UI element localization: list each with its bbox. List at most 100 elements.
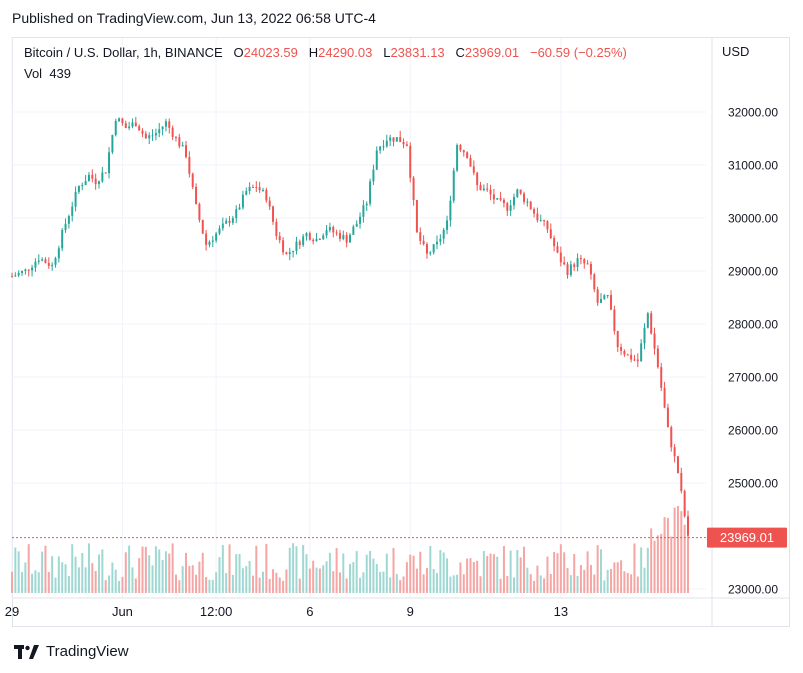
candle-body bbox=[98, 181, 101, 185]
volume-bar bbox=[519, 557, 522, 593]
volume-bar bbox=[593, 574, 596, 593]
candle-body bbox=[124, 123, 127, 129]
volume-bar bbox=[171, 543, 174, 593]
volume-bar bbox=[442, 552, 445, 593]
x-tick-label: 29 bbox=[5, 604, 19, 619]
volume-bar bbox=[556, 553, 559, 593]
candle-body bbox=[278, 236, 281, 241]
high-label: H bbox=[308, 45, 319, 60]
volume-bar bbox=[553, 551, 556, 593]
volume-bar bbox=[77, 567, 80, 593]
y-tick-label: 30000.00 bbox=[728, 212, 778, 226]
candle-body bbox=[646, 313, 649, 328]
candle-body bbox=[556, 246, 559, 253]
candle-body bbox=[512, 197, 515, 206]
volume-bar bbox=[285, 569, 288, 593]
candle-body bbox=[251, 186, 254, 188]
candle-body bbox=[131, 122, 134, 127]
volume-bar bbox=[656, 535, 659, 593]
volume-bar bbox=[422, 574, 425, 593]
symbol-name[interactable]: Bitcoin / U.S. Dollar, 1h, BINANCE bbox=[24, 45, 223, 60]
candle-body bbox=[610, 295, 613, 310]
volume-bar bbox=[44, 545, 47, 593]
volume-bar bbox=[338, 572, 341, 593]
volume-bar bbox=[205, 577, 208, 593]
candle-body bbox=[134, 122, 137, 127]
volume-bar bbox=[225, 573, 228, 593]
candle-body bbox=[422, 240, 425, 245]
candle-body bbox=[499, 198, 502, 200]
last-price-tag bbox=[707, 527, 787, 548]
candle-body bbox=[121, 118, 124, 124]
volume-bar bbox=[258, 577, 261, 593]
volume-bar bbox=[141, 546, 144, 593]
volume-bar bbox=[563, 552, 566, 593]
candle-body bbox=[191, 173, 194, 187]
candle-body bbox=[272, 206, 275, 222]
candle-body bbox=[636, 359, 639, 362]
volume-bar bbox=[218, 557, 221, 593]
candle-body bbox=[419, 232, 422, 241]
y-tick-label: 26000.00 bbox=[728, 424, 778, 438]
volume-bar bbox=[332, 571, 335, 593]
volume-bar bbox=[111, 562, 114, 593]
currency-label: USD bbox=[722, 44, 749, 59]
volume-bar bbox=[472, 561, 475, 593]
candle-body bbox=[318, 238, 321, 240]
candle-body bbox=[355, 223, 358, 227]
candle-body bbox=[529, 201, 532, 210]
candle-body bbox=[623, 350, 626, 355]
footer-brand[interactable]: TradingView bbox=[14, 643, 129, 660]
volume-bar bbox=[439, 550, 442, 593]
volume-bar bbox=[295, 546, 298, 593]
candle-body bbox=[583, 259, 586, 264]
y-tick-label: 27000.00 bbox=[728, 371, 778, 385]
volume-bar bbox=[318, 568, 321, 593]
candle-body bbox=[683, 490, 686, 517]
candle-body bbox=[586, 263, 589, 265]
volume-bar bbox=[34, 570, 37, 593]
candle-body bbox=[476, 172, 479, 186]
candle-body bbox=[372, 169, 375, 182]
candle-body bbox=[81, 185, 84, 187]
volume-bar bbox=[278, 577, 281, 593]
volume-bar bbox=[158, 549, 161, 593]
candle-body bbox=[606, 295, 609, 297]
candle-body bbox=[369, 181, 372, 204]
candle-body bbox=[620, 347, 623, 351]
volume-bar bbox=[549, 573, 552, 593]
candle-body bbox=[315, 238, 318, 242]
candle-body bbox=[185, 145, 188, 158]
candle-body bbox=[221, 223, 224, 229]
candle-body bbox=[676, 456, 679, 473]
candle-body bbox=[21, 270, 24, 273]
volume-bar bbox=[576, 575, 579, 593]
volume-bar bbox=[308, 568, 311, 593]
candle-body bbox=[171, 127, 174, 138]
volume-bar bbox=[191, 565, 194, 593]
candle-body bbox=[305, 233, 308, 237]
volume-bar bbox=[11, 571, 13, 593]
volume-value: 439 bbox=[49, 66, 72, 81]
candle-body bbox=[526, 201, 529, 203]
volume-bar bbox=[596, 545, 599, 593]
volume-bar bbox=[579, 565, 582, 593]
volume-bar bbox=[84, 567, 87, 593]
volume-bar bbox=[342, 553, 345, 593]
volume-bar bbox=[21, 572, 24, 593]
candle-body bbox=[148, 135, 151, 139]
candle-body bbox=[161, 126, 164, 130]
candle-body bbox=[328, 227, 331, 231]
candle-body bbox=[626, 354, 629, 356]
volume-bar bbox=[27, 544, 30, 593]
volume-bar bbox=[17, 551, 20, 593]
candle-body bbox=[198, 204, 201, 220]
volume-bar bbox=[215, 572, 218, 593]
volume-bar bbox=[328, 552, 331, 593]
candle-body bbox=[34, 261, 37, 268]
candle-body bbox=[436, 241, 439, 245]
volume-bar bbox=[51, 556, 54, 593]
y-tick-label: 25000.00 bbox=[728, 477, 778, 491]
candle-body bbox=[158, 129, 161, 134]
